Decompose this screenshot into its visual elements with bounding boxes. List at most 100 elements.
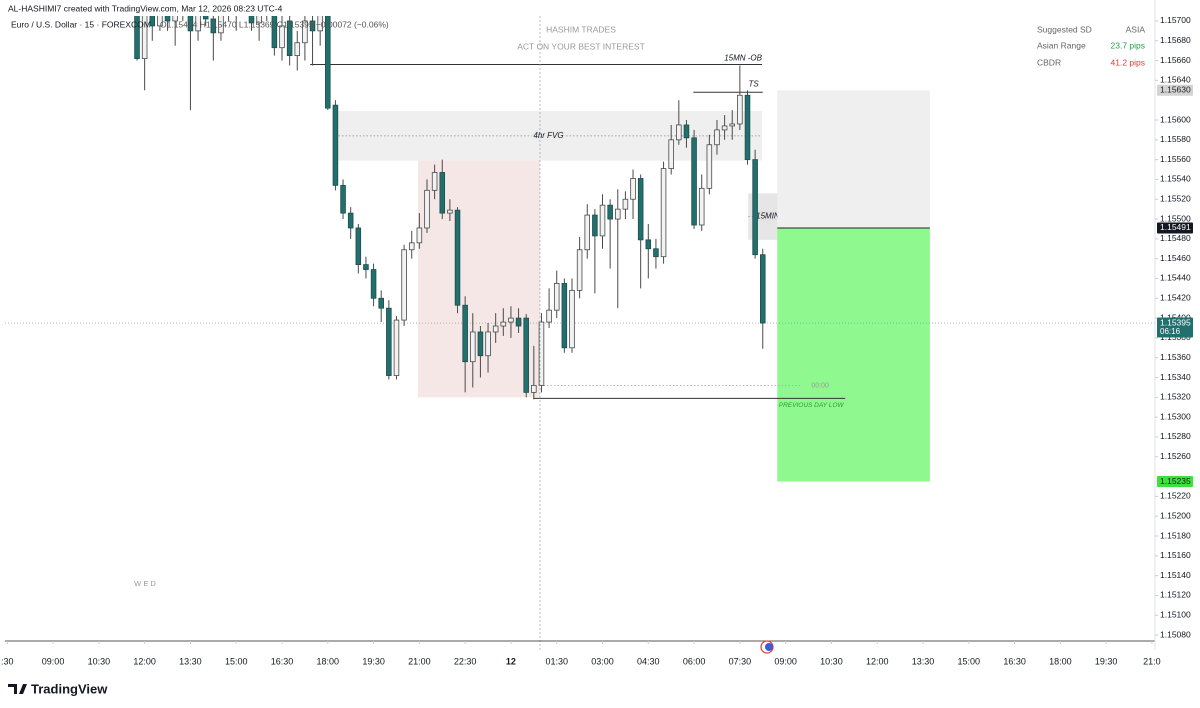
candle-body — [477, 331, 484, 357]
x-tick-label: 21:0 — [1143, 656, 1161, 666]
x-tick-label: 19:30 — [1095, 656, 1118, 666]
credit: AL-HASHIMI7 created with TradingView.com… — [8, 3, 283, 13]
x-tick-label: 12:00 — [133, 656, 156, 666]
zone — [417, 160, 540, 398]
candle-body — [279, 25, 285, 49]
candle-body — [157, 16, 163, 27]
y-tick-label: 1.15340 — [1160, 372, 1191, 382]
candle-body — [355, 227, 362, 266]
current-price-label: 1.15395 — [1160, 317, 1191, 327]
candle-body — [523, 317, 529, 393]
x-tick-label: 04:30 — [637, 656, 660, 666]
candle-body — [561, 283, 568, 349]
y-tick-label: 1.15360 — [1160, 352, 1191, 362]
candle-body — [470, 331, 476, 363]
candle-body — [592, 214, 598, 237]
x-tick-label: 10:30 — [88, 656, 111, 666]
x-tick-label: 13:30 — [179, 656, 202, 666]
y-tick-label: 1.15520 — [1160, 193, 1191, 203]
table-cell: Asian Range — [1037, 40, 1086, 50]
y-tick-label: 1.15440 — [1160, 273, 1191, 283]
table-cell: CBDR — [1037, 57, 1061, 67]
candle-body — [256, 16, 262, 24]
candle-body — [729, 123, 736, 127]
candle-body — [164, 16, 171, 22]
candle-body — [531, 385, 537, 393]
candle-body — [737, 94, 743, 125]
candle-body — [325, 16, 331, 109]
candle-body — [607, 204, 613, 220]
candle-body — [538, 321, 545, 386]
y-tick-label: 1.15260 — [1160, 451, 1191, 461]
current-price-box — [1157, 317, 1193, 338]
watermark: HASHIM TRADES — [546, 24, 616, 34]
candle-body — [302, 20, 308, 44]
y-tick-label: 1.15560 — [1160, 154, 1191, 164]
candle-body — [615, 208, 621, 220]
zone-label: 4hr FVG — [533, 131, 563, 140]
price-label: 1.15491 — [1160, 222, 1191, 232]
candle-body — [408, 242, 415, 251]
table-cell: 41.2 pips — [1111, 57, 1146, 67]
x-tick-label: 15:00 — [958, 656, 981, 666]
x-tick-label: 01:30 — [545, 656, 568, 666]
brand: TradingView — [31, 681, 108, 696]
watermark: ACT ON YOUR BEST INTEREST — [517, 41, 645, 51]
candle-body — [706, 144, 713, 189]
x-tick-label: 03:00 — [591, 656, 614, 666]
candle-body — [508, 317, 514, 323]
candle-body — [218, 16, 224, 34]
candle-body — [424, 189, 430, 229]
level-label: 15MN -OB — [724, 54, 762, 63]
position-risk — [777, 90, 930, 228]
y-tick-label: 1.15700 — [1160, 15, 1191, 25]
y-tick-label: 1.15200 — [1160, 510, 1191, 520]
candle-body — [447, 209, 453, 214]
candle-body — [645, 239, 652, 250]
candle-body — [553, 283, 560, 311]
y-tick-label: 1.15160 — [1160, 550, 1191, 560]
candle-body — [492, 325, 499, 333]
y-tick-label: 1.15220 — [1160, 491, 1191, 501]
level-label: PREVIOUS DAY LOW — [779, 402, 845, 409]
y-tick-label: 1.15120 — [1160, 590, 1191, 600]
y-tick-label: 1.15460 — [1160, 253, 1191, 263]
x-tick-label: 21:00 — [408, 656, 431, 666]
y-tick-label: 1.15600 — [1160, 114, 1191, 124]
candle-body — [393, 319, 400, 376]
y-tick-label: 1.15680 — [1160, 35, 1191, 45]
x-tick-label: 09:00 — [774, 656, 797, 666]
price-label-box — [1157, 84, 1193, 96]
candle-body — [386, 307, 392, 376]
y-tick-label: 1.15640 — [1160, 75, 1191, 85]
candle-body — [141, 16, 148, 59]
session-label: W E D — [134, 579, 156, 588]
candle-body — [462, 304, 468, 363]
candle-body — [134, 16, 140, 59]
x-tick-label: 10:30 — [820, 656, 843, 666]
table-cell: Suggested SD — [1037, 24, 1092, 34]
candle-body — [683, 124, 690, 139]
y-tick-label: 1.15300 — [1160, 411, 1191, 421]
candle-body — [744, 94, 751, 161]
candle-body — [439, 172, 446, 214]
position-reward — [777, 227, 930, 482]
candle-body — [576, 249, 583, 291]
x-tick-label: 16:30 — [271, 656, 294, 666]
candle-body — [370, 269, 377, 299]
candle-body — [721, 125, 728, 131]
candle-body — [759, 254, 766, 324]
x-tick-label: 18:00 — [317, 656, 340, 666]
candle-body — [172, 16, 178, 22]
candle-body — [401, 249, 407, 321]
candle-body — [363, 264, 369, 270]
y-tick-label: 1.15280 — [1160, 431, 1191, 441]
price-label-box — [1157, 222, 1193, 234]
level-label: 00:00 — [811, 382, 829, 389]
candle-body — [752, 159, 758, 256]
level-label: TS — [749, 79, 760, 88]
candle-body — [569, 289, 575, 349]
candle-body — [584, 214, 591, 251]
y-tick-label: 1.15180 — [1160, 530, 1191, 540]
candle-body — [309, 20, 316, 32]
